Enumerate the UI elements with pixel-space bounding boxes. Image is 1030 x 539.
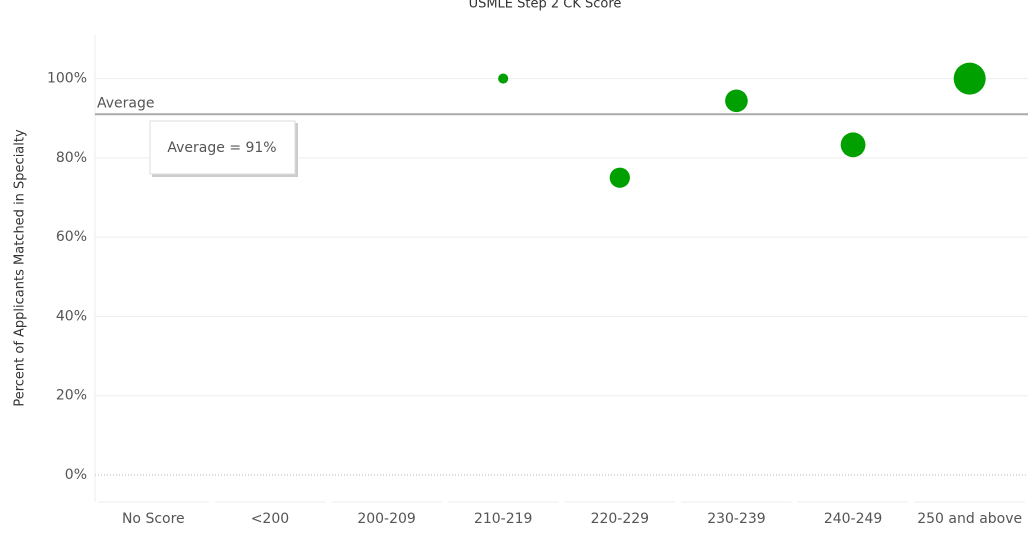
bubble — [725, 89, 748, 113]
chart-title: USMLE Step 2 CK Score — [469, 0, 622, 12]
y-tick-label: 60% — [56, 229, 87, 245]
y-tick-label: 0% — [65, 467, 87, 483]
bubble — [953, 62, 986, 95]
bubble — [840, 132, 866, 158]
y-tick-label: 20% — [56, 388, 87, 404]
annotation-box — [149, 120, 296, 175]
y-tick-label: 40% — [56, 308, 87, 324]
annotation-text: Average = 91% — [167, 140, 276, 156]
x-tick-label: No Score — [122, 511, 185, 527]
x-tick-label: <200 — [251, 511, 289, 527]
bubble — [609, 167, 630, 188]
x-tick-label: 200-209 — [357, 511, 416, 527]
y-axis-label: Percent of Applicants Matched in Special… — [13, 129, 28, 407]
y-tick-label: 80% — [56, 150, 87, 166]
x-tick-label: 240-249 — [824, 511, 883, 527]
average-label: Average — [97, 95, 155, 111]
x-tick-label: 250 and above — [917, 511, 1022, 527]
x-tick-label: 230-239 — [707, 511, 766, 527]
x-tick-label: 210-219 — [474, 511, 533, 527]
y-tick-label: 100% — [47, 71, 87, 87]
bubble — [498, 73, 509, 84]
x-tick-label: 220-229 — [591, 511, 650, 527]
